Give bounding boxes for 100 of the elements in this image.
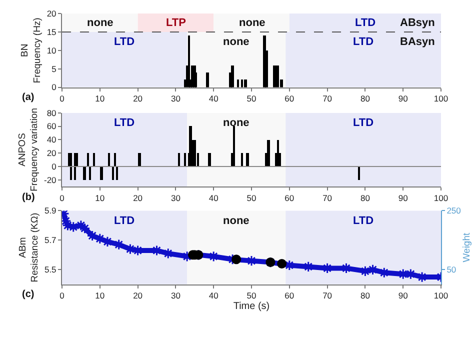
y-tick-label: -20 xyxy=(44,174,57,185)
point xyxy=(232,254,242,264)
y2-tick-label: 250 xyxy=(446,206,462,216)
bar xyxy=(93,152,95,167)
y-tick-label: 5.5 xyxy=(44,264,57,275)
y2-tick-label: 50 xyxy=(446,264,456,275)
point xyxy=(340,262,352,274)
x-tick-label: 40 xyxy=(208,93,219,104)
point xyxy=(322,262,333,274)
text: (a) xyxy=(22,92,34,103)
bar xyxy=(358,166,360,180)
y-tick-label: 5.7 xyxy=(44,235,57,246)
annotation: BAsyn xyxy=(400,36,436,48)
bar xyxy=(188,36,190,88)
text: (b) xyxy=(22,192,35,203)
y2-axis-title: Weight xyxy=(461,232,472,262)
point xyxy=(124,243,136,255)
annotation: ABsyn xyxy=(400,17,436,29)
y-tick-label: 5 xyxy=(52,64,57,74)
text: (c) xyxy=(22,289,34,300)
x-tick-label: 80 xyxy=(360,192,370,203)
x-tick-label: 50 xyxy=(246,93,256,104)
bar xyxy=(208,152,211,167)
x-tick-label: 100 xyxy=(434,192,448,203)
band-label: none xyxy=(239,17,266,29)
band-label: LTD xyxy=(114,117,135,129)
x-tick-label: 20 xyxy=(133,192,143,203)
point xyxy=(132,244,144,256)
x-tick-label: 70 xyxy=(322,192,332,203)
bar xyxy=(241,152,243,167)
x-tick-label: 80 xyxy=(360,93,370,104)
x-tick-label: 60 xyxy=(284,290,294,301)
point xyxy=(277,259,287,269)
y-tick-label: 0 xyxy=(52,82,57,92)
point xyxy=(151,244,162,256)
x-tick-label: 20 xyxy=(133,93,143,104)
x-tick-label: 40 xyxy=(208,192,219,203)
x-tick-label: 30 xyxy=(170,290,181,301)
point xyxy=(405,268,416,280)
band-label: none xyxy=(87,17,114,29)
x-tick-label: 10 xyxy=(95,93,105,104)
y-axis-title: BN Frequency (Hz) xyxy=(20,18,44,84)
x-tick-label: 20 xyxy=(133,290,143,301)
x-tick-label: 80 xyxy=(360,290,370,301)
x-tick-label: 100 xyxy=(434,93,448,104)
x-tick-label: 70 xyxy=(322,290,332,301)
x-tick-label: 60 xyxy=(284,93,294,104)
x-tick-label: 90 xyxy=(398,192,408,203)
x-tick-label: 90 xyxy=(398,290,408,301)
y-tick-label: 0 xyxy=(52,161,57,172)
band-label: LTD xyxy=(353,117,374,129)
x-axis-title: Time (s) xyxy=(233,301,270,312)
band-label: none xyxy=(223,117,250,129)
y-tick-label: 20 xyxy=(46,8,57,18)
point xyxy=(367,264,378,276)
point xyxy=(360,266,371,277)
band-label: LTP xyxy=(166,17,186,29)
x-tick-label: 0 xyxy=(60,192,65,203)
band-label: LTD xyxy=(353,36,374,48)
bar xyxy=(83,166,86,180)
x-tick-label: 40 xyxy=(208,290,219,301)
y-tick-label: 80 xyxy=(46,108,57,118)
bar xyxy=(241,80,243,88)
x-tick-label: 30 xyxy=(170,93,181,104)
bar xyxy=(108,152,110,167)
bar xyxy=(233,126,235,167)
bar xyxy=(244,80,247,88)
bar xyxy=(87,152,89,167)
y-tick-label: 15 xyxy=(46,26,57,37)
bar xyxy=(100,166,103,180)
y-axis-title: ANPOS Frequency variation xyxy=(16,108,40,192)
y-tick-label: 20 xyxy=(46,148,57,158)
bar xyxy=(138,152,141,167)
bar xyxy=(277,66,279,88)
bar xyxy=(116,166,118,180)
bar xyxy=(237,80,239,88)
x-tick-label: 50 xyxy=(246,290,256,301)
x-tick-label: 70 xyxy=(322,93,332,104)
band-label: LTD xyxy=(114,215,135,227)
y-tick-label: 10 xyxy=(46,45,57,56)
bar xyxy=(114,152,116,167)
x-tick-label: 10 xyxy=(95,290,105,301)
y-tick-label: 5.9 xyxy=(44,206,57,216)
band-label: LTD xyxy=(353,215,374,227)
x-tick-label: 90 xyxy=(398,93,408,104)
bar xyxy=(231,66,234,88)
x-tick-label: 50 xyxy=(246,192,256,203)
bar xyxy=(267,140,270,167)
bar xyxy=(246,152,249,167)
x-tick-label: 60 xyxy=(284,192,294,203)
y-axis-title: ABm Resistance (KΩ) xyxy=(17,212,41,282)
bar xyxy=(112,166,114,180)
bar xyxy=(178,152,180,167)
point xyxy=(86,230,98,242)
band-label: none xyxy=(223,215,250,227)
bar xyxy=(273,66,275,88)
band-label: LTD xyxy=(114,36,135,48)
x-tick-label: 0 xyxy=(60,290,65,301)
bar xyxy=(206,72,209,88)
x-tick-label: 30 xyxy=(170,192,181,203)
